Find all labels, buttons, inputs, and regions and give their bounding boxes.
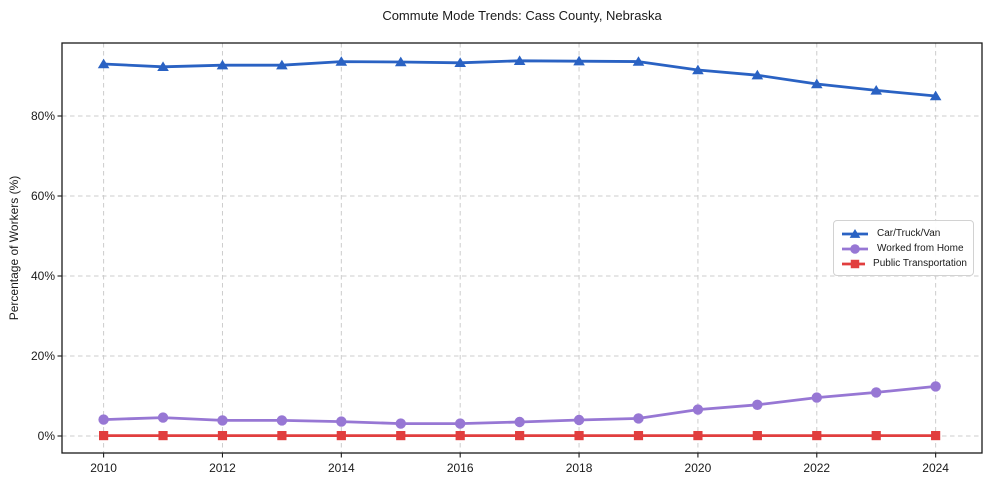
square-marker [99,431,109,441]
triangle-marker [97,58,110,69]
legend-line-sample [842,259,866,268]
legend-line-sample [842,243,868,254]
square-marker [217,431,228,441]
triangle-marker [513,55,526,65]
y-tick-label: 0% [37,429,55,443]
circle-marker [850,243,860,254]
circle-marker [336,416,347,427]
square-marker [633,431,644,441]
series-line [102,59,937,98]
triangle-marker [157,61,169,71]
circle-marker [276,415,288,426]
triangle-marker [335,56,348,66]
circle-marker [871,387,882,398]
square-marker [752,431,762,441]
legend-item: Car/Truck/Van [841,226,967,241]
square-marker [515,431,525,441]
circle-marker [811,392,822,403]
legend-label: Car/Truck/Van [877,228,941,239]
square-marker [158,431,168,441]
legend-item: Worked from Home [841,241,967,256]
triangle-marker [454,57,466,67]
legend-item: Public Transportation [841,256,967,271]
circle-marker [930,381,941,392]
chart-title: Commute Mode Trends: Cass County, Nebras… [382,8,662,23]
x-tick-label: 2014 [327,461,355,475]
x-tick-label: 2012 [209,461,236,475]
x-tick-label: 2020 [684,461,712,475]
x-tick-label: 2010 [90,461,117,475]
legend-label: Worked from Home [877,243,964,254]
triangle-marker [632,56,645,66]
triangle-marker [573,55,585,66]
legend-label: Public Transportation [873,258,967,269]
triangle-marker [276,59,288,70]
circle-marker [633,413,644,424]
circle-marker [157,412,169,423]
y-tick-label: 60% [30,189,55,203]
plot-border [61,42,983,454]
triangle-marker [216,59,229,70]
triangle-marker [870,85,883,95]
circle-marker [573,414,585,426]
square-marker [277,431,287,441]
x-tick-label: 2022 [803,461,831,475]
square-marker [812,431,822,441]
square-marker [931,431,941,441]
triangle-marker [849,228,861,238]
circle-marker [514,416,525,428]
square-marker [871,431,881,441]
x-tick-label: 2016 [446,461,474,475]
triangle-marker [929,90,942,101]
square-marker [336,431,346,441]
square-marker [850,259,860,268]
circle-marker [692,404,704,415]
legend-line-sample [842,228,868,238]
circle-marker [395,418,406,429]
circle-marker [98,414,109,425]
triangle-marker [810,78,823,89]
square-marker [574,431,584,441]
circle-marker [217,415,228,426]
circle-marker [454,418,466,429]
triangle-marker [751,69,764,80]
x-tick-label: 2018 [565,461,593,475]
triangle-marker [692,64,704,75]
square-marker [396,431,406,441]
y-tick-label: 20% [30,349,55,363]
legend: Car/Truck/Van Worked from Home Public Tran… [833,220,974,276]
circle-marker [752,399,763,410]
square-marker [693,431,703,441]
square-marker [455,431,465,441]
x-tick-label: 2024 [922,461,949,475]
y-tick-label: 40% [30,269,55,283]
triangle-marker [394,56,407,67]
y-tick-label: 80% [30,109,55,123]
